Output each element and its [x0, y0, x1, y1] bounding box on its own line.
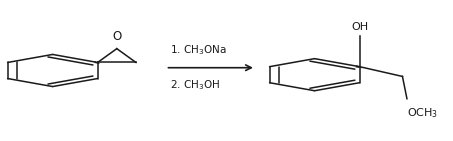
Text: OH: OH — [351, 22, 368, 32]
Text: O: O — [112, 30, 121, 43]
Polygon shape — [95, 61, 101, 64]
Text: OCH$_3$: OCH$_3$ — [407, 106, 438, 120]
Text: 2. CH$_3$OH: 2. CH$_3$OH — [170, 78, 220, 92]
Text: 1. CH$_3$ONa: 1. CH$_3$ONa — [170, 43, 227, 57]
Polygon shape — [356, 65, 362, 68]
